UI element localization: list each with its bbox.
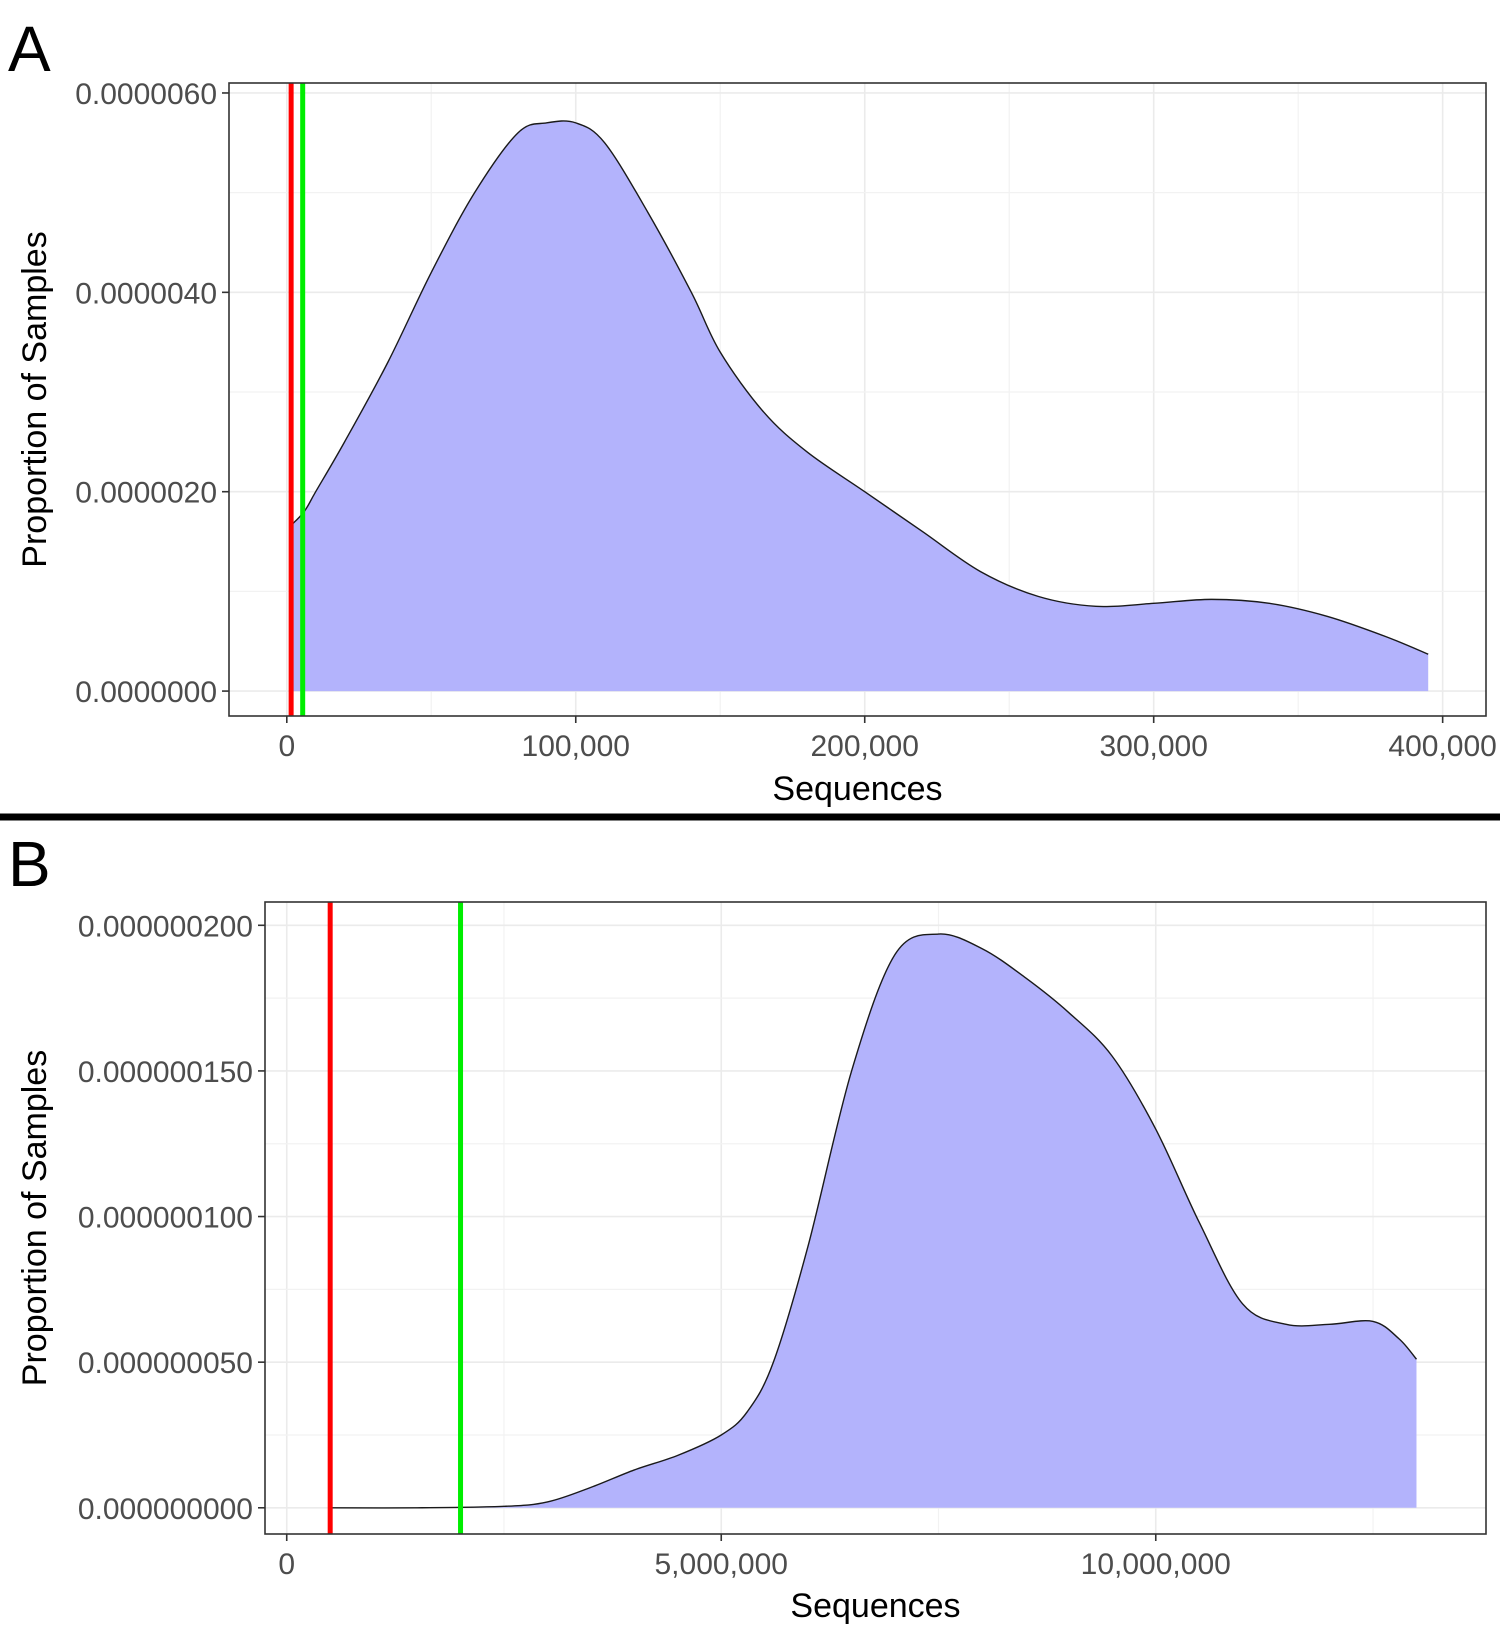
panel-letter-b: B bbox=[8, 828, 51, 900]
x-tick-label: 10,000,000 bbox=[1081, 1548, 1231, 1581]
y-axis-title: Proportion of Samples bbox=[16, 231, 54, 567]
plot-panel-border bbox=[228, 82, 1487, 717]
density-area bbox=[289, 120, 1429, 692]
y-tick-label: 0.000000150 bbox=[78, 1056, 253, 1089]
y-tick-label: 0.0000020 bbox=[75, 477, 217, 510]
x-axis-title: Sequences bbox=[790, 1587, 960, 1625]
x-axis-title: Sequences bbox=[772, 770, 942, 808]
density-curve bbox=[330, 933, 1418, 1509]
y-tick-label: 0.000000000 bbox=[78, 1493, 253, 1526]
x-tick-label: 400,000 bbox=[1388, 730, 1496, 763]
y-tick-label: 0.000000200 bbox=[78, 910, 253, 943]
x-tick-label: 300,000 bbox=[1099, 730, 1207, 763]
y-tick-label: 0.000000050 bbox=[78, 1347, 253, 1380]
x-tick-label: 5,000,000 bbox=[655, 1548, 788, 1581]
x-tick-label: 0 bbox=[278, 730, 295, 763]
panel-a: A 0 100,000 200,000 300,000 400,000 0.0000000… bbox=[8, 13, 1497, 808]
x-tick-label: 100,000 bbox=[522, 730, 630, 763]
y-tick-label: 0.000000100 bbox=[78, 1202, 253, 1235]
y-tick-label: 0.0000060 bbox=[75, 78, 217, 111]
panel-letter-a: A bbox=[8, 13, 51, 85]
x-tick-label: 200,000 bbox=[810, 730, 918, 763]
y-axis-title: Proportion of Samples bbox=[16, 1050, 54, 1386]
density-area bbox=[330, 933, 1417, 1508]
density-curve bbox=[289, 120, 1429, 655]
plot-panel-border bbox=[264, 901, 1487, 1535]
y-tick-label: 0.0000040 bbox=[75, 277, 217, 310]
x-tick-label: 0 bbox=[278, 1548, 295, 1581]
panel-b: B 0 5,000,000 10,000,000 0.000000000 0.00000… bbox=[8, 828, 1487, 1625]
y-tick-label: 0.0000000 bbox=[75, 676, 217, 709]
